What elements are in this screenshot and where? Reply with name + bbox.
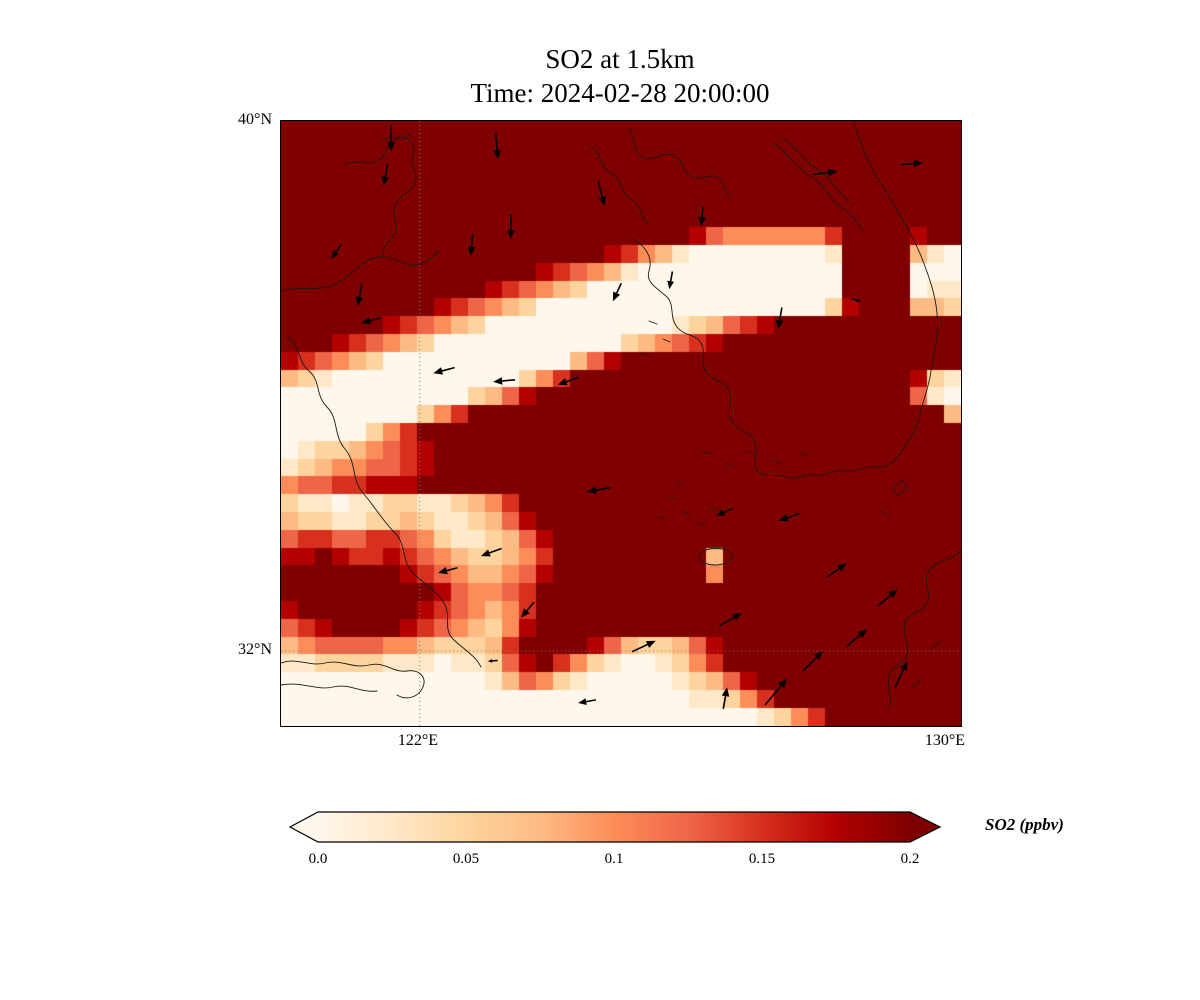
map-overlay [281, 121, 961, 726]
colorbar: 0.0 0.05 0.1 0.15 0.2 [288, 811, 942, 867]
y-tick-40n: 40°N [238, 111, 272, 128]
x-tick-122e: 122°E [397, 732, 439, 749]
plot-title-line1: SO2 at 1.5km [545, 44, 695, 74]
colorbar-extend-left [290, 812, 318, 842]
plot-title-line2: Time: 2024-02-28 20:00:00 [470, 78, 770, 108]
x-tick-130e: 130°E [924, 732, 966, 749]
coastlines [281, 121, 961, 708]
colorbar-extend-right [910, 812, 940, 842]
so2-heatmap-canvas [281, 121, 961, 726]
colorbar-outline [288, 811, 942, 843]
gridlines [281, 121, 961, 726]
colorbar-tick-4: 0.2 [901, 851, 920, 867]
colorbar-bar [318, 812, 910, 842]
colorbar-tick-2: 0.1 [605, 851, 624, 867]
colorbar-tick-1: 0.05 [453, 851, 479, 867]
colorbar-tick-3: 0.15 [749, 851, 775, 867]
y-tick-32n: 32°N [238, 641, 272, 658]
plot-title: SO2 at 1.5km Time: 2024-02-28 20:00:00 [280, 42, 960, 110]
colorbar-tick-0: 0.0 [309, 851, 328, 867]
wind-arrows [331, 125, 923, 710]
colorbar-label: SO2 (ppbv) [985, 815, 1064, 834]
map-plot [280, 120, 962, 727]
